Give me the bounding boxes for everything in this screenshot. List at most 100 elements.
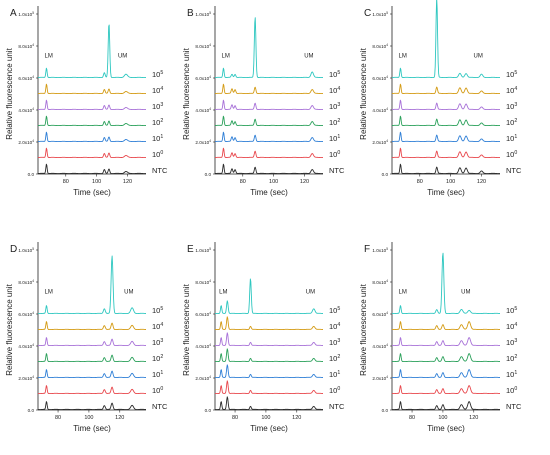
series-line: [37, 83, 147, 95]
x-tick-label: 120: [477, 179, 486, 185]
series-label: 103: [506, 102, 517, 111]
series-label: 104: [506, 322, 517, 331]
series-label: NTC: [506, 166, 522, 175]
series-line: [214, 332, 324, 347]
series-label: 105: [152, 70, 163, 79]
series-label: 101: [329, 134, 340, 143]
y-tick-label: 0.0: [382, 172, 389, 177]
series-label: 104: [329, 322, 340, 331]
y-tick-label: 8.0x104: [18, 43, 34, 49]
y-tick-label: 1.0x105: [195, 11, 211, 17]
series-label: 102: [506, 354, 517, 363]
x-axis-title: Time (sec): [73, 188, 111, 197]
y-tick-label: 0.0: [205, 172, 212, 177]
series-line: [391, 252, 501, 315]
x-tick-label: 80: [409, 415, 415, 421]
series-label: NTC: [152, 166, 168, 175]
series-line: [214, 364, 324, 379]
series-label: NTC: [329, 166, 345, 175]
x-tick-label: 100: [84, 415, 93, 421]
y-tick-label: 6.0x104: [195, 75, 211, 81]
series-line: [37, 147, 147, 159]
x-tick-label: 100: [438, 415, 447, 421]
series-line: [37, 131, 147, 143]
y-axis-title: Relative fluorescence unit: [359, 283, 368, 375]
series-line: [37, 24, 147, 79]
series-label: NTC: [506, 402, 522, 411]
series-line: [391, 401, 501, 411]
series-line: [37, 115, 147, 127]
series-label: 102: [152, 118, 163, 127]
y-axis-title: Relative fluorescence unit: [359, 47, 368, 139]
y-tick-label: 4.0x104: [372, 107, 388, 113]
x-tick-label: 120: [300, 179, 309, 185]
series-label: 105: [506, 70, 517, 79]
series-label: 102: [506, 118, 517, 127]
series-line: [37, 163, 147, 175]
y-tick-label: 8.0x104: [195, 43, 211, 49]
series-label: 101: [329, 370, 340, 379]
series-label: 104: [152, 86, 163, 95]
panel-e: E 0.0 2.0x104 4.0x104 6.0x104 8.0x104 1.0x105 8…: [182, 242, 345, 433]
series-label: 105: [329, 70, 340, 79]
x-axis-title: Time (sec): [73, 424, 111, 433]
series-line: [391, 321, 501, 331]
marker-label-um: UM: [124, 290, 133, 296]
y-tick-label: 1.0x105: [372, 11, 388, 17]
series-line: [37, 369, 147, 379]
y-axis-title: Relative fluorescence unit: [182, 283, 191, 375]
x-tick-label: 120: [292, 415, 301, 421]
panel-letter: B: [187, 8, 194, 19]
series-line: [214, 316, 324, 331]
panel-c: C 0.0 2.0x104 4.0x104 6.0x104 8.0x104 1.0x105 8…: [359, 0, 522, 197]
y-axis-title: Relative fluorescence unit: [5, 47, 14, 139]
series-label: 100: [152, 386, 163, 395]
panel-a: A 0.0 2.0x104 4.0x104 6.0x104 8.0x104 1.0x105 8…: [5, 6, 168, 197]
x-tick-label: 80: [63, 179, 69, 185]
y-tick-label: 6.0x104: [18, 75, 34, 81]
y-tick-label: 0.0: [28, 172, 35, 177]
y-tick-label: 6.0x104: [195, 311, 211, 317]
panel-letter: C: [364, 8, 371, 19]
series-label: 102: [152, 354, 163, 363]
marker-label-lm: LM: [398, 290, 406, 296]
marker-label-um: UM: [118, 54, 127, 60]
x-axis-title: Time (sec): [427, 188, 465, 197]
series-line: [391, 369, 501, 379]
series-line: [37, 353, 147, 363]
series-label: 100: [506, 150, 517, 159]
y-axis-title: Relative fluorescence unit: [5, 283, 14, 375]
series-label: 105: [506, 306, 517, 315]
x-axis-title: Time (sec): [250, 188, 288, 197]
panel-d: D 0.0 2.0x104 4.0x104 6.0x104 8.0x104 1.0x105 8…: [5, 242, 168, 433]
series-line: [214, 163, 324, 175]
series-label: 102: [329, 118, 340, 127]
series-line: [37, 255, 147, 315]
series-line: [391, 337, 501, 347]
y-tick-label: 8.0x104: [195, 279, 211, 285]
series-label: 101: [152, 370, 163, 379]
marker-label-um: UM: [461, 290, 470, 296]
series-label: 100: [329, 386, 340, 395]
series-line: [391, 147, 501, 159]
panel-f: F 0.0 2.0x104 4.0x104 6.0x104 8.0x104 1.0x105 8…: [359, 242, 522, 433]
panel-letter: F: [364, 244, 370, 255]
y-tick-label: 2.0x104: [372, 375, 388, 381]
y-tick-label: 2.0x104: [195, 375, 211, 381]
marker-label-um: UM: [306, 290, 315, 296]
series-line: [391, 163, 501, 175]
series-line: [214, 83, 324, 95]
y-tick-label: 0.0: [382, 408, 389, 413]
x-tick-label: 100: [269, 179, 278, 185]
series-line: [37, 337, 147, 347]
series-line: [214, 147, 324, 159]
series-line: [37, 401, 147, 411]
series-line: [214, 17, 324, 79]
y-tick-label: 1.0x105: [18, 247, 34, 253]
series-label: 100: [152, 150, 163, 159]
y-tick-label: 0.0: [205, 408, 212, 413]
series-label: 103: [329, 338, 340, 347]
panel-b: B 0.0 2.0x104 4.0x104 6.0x104 8.0x104 1.0x105 8…: [182, 6, 345, 197]
series-line: [214, 131, 324, 143]
